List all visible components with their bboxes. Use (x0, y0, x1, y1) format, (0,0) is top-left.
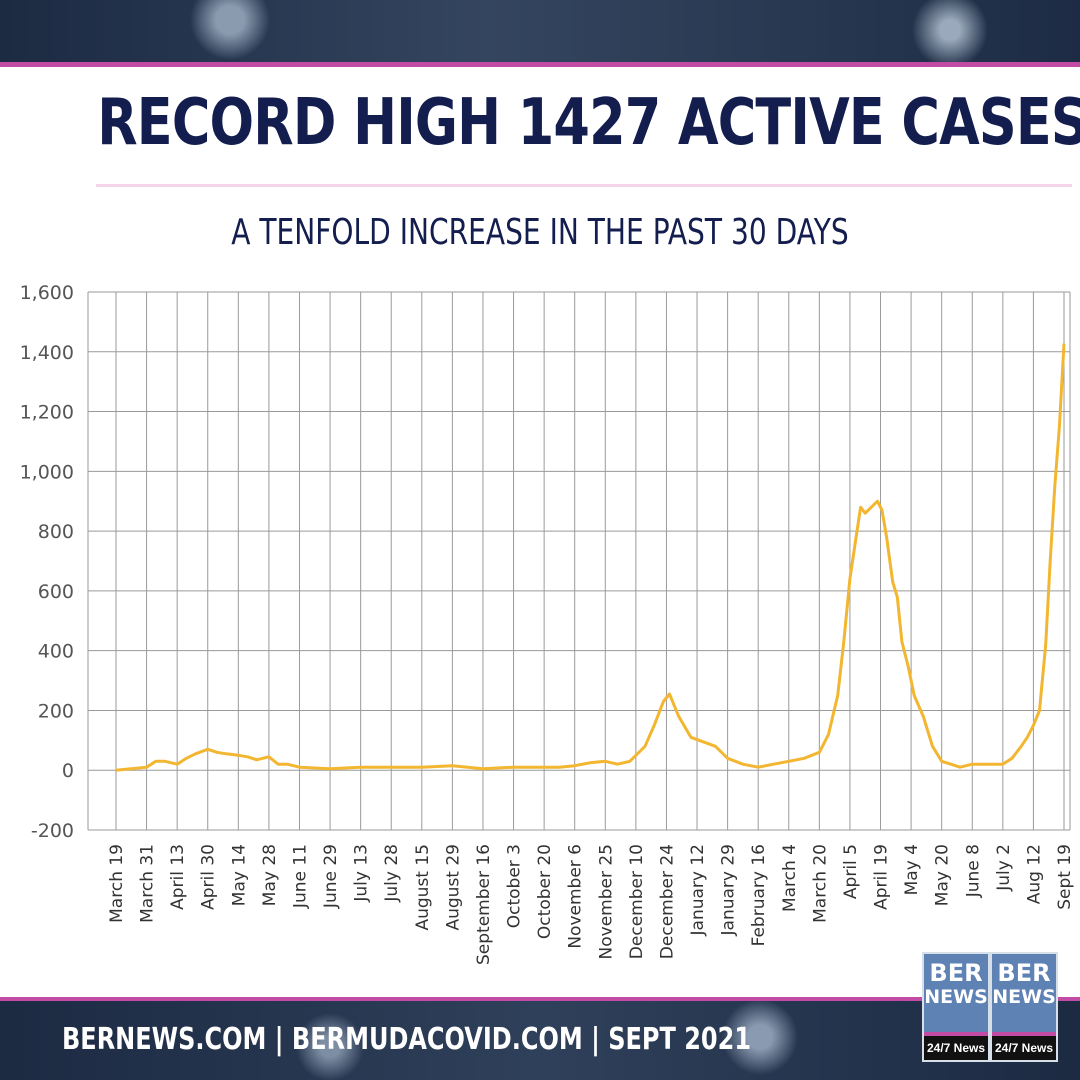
x-tick-label: Aug 12 (1024, 844, 1044, 904)
logo-tagline: 24/7 News (924, 1036, 988, 1060)
logo-band (992, 1032, 1056, 1036)
x-tick-label: June 29 (321, 844, 341, 909)
x-tick-label: April 13 (168, 844, 188, 910)
y-tick-label: 200 (38, 700, 74, 722)
x-tick-label: May 28 (260, 844, 280, 906)
logo-ber-text: BER (929, 959, 983, 987)
x-tick-label: March 19 (107, 844, 127, 923)
logo-news-text: NEWS (924, 986, 988, 1008)
x-tick-label: March 31 (138, 844, 158, 923)
x-tick-label: January 29 (719, 844, 739, 936)
y-tick-label: 800 (38, 521, 74, 543)
y-tick-label: 1,000 (20, 461, 74, 483)
x-tick-label: June 11 (290, 844, 310, 909)
logo-band (924, 1032, 988, 1036)
y-tick-label: 1,400 (20, 342, 74, 364)
y-tick-label: 1,600 (20, 282, 74, 304)
y-tick-label: -200 (31, 820, 74, 842)
y-tick-label: 400 (38, 641, 74, 663)
x-tick-label: October 20 (535, 844, 555, 939)
x-tick-label: May 20 (933, 844, 953, 906)
header-banner (0, 0, 1080, 64)
x-tick-label: December 10 (627, 844, 647, 959)
x-tick-label: July 2 (994, 844, 1014, 892)
x-tick-label: July 13 (352, 844, 372, 903)
x-tick-label: January 12 (688, 844, 708, 936)
x-tick-label: March 20 (810, 844, 830, 923)
footer-credits: BERNEWS.COM | BERMUDACOVID.COM | SEPT 20… (62, 1022, 752, 1057)
y-tick-label: 600 (38, 581, 74, 603)
x-tick-label: November 6 (566, 844, 586, 949)
logo-ber-text: BER (997, 959, 1051, 987)
x-tick-label: October 3 (505, 844, 525, 928)
footer-banner (0, 997, 1080, 1080)
title-divider (96, 184, 1072, 187)
x-tick-label: Sept 19 (1055, 844, 1075, 910)
x-tick-label: July 28 (382, 844, 402, 903)
x-tick-label: June 8 (963, 844, 983, 898)
x-tick-label: May 4 (902, 844, 922, 895)
x-tick-label: September 16 (474, 844, 494, 965)
active-cases-line (115, 343, 1066, 772)
x-tick-label: April 30 (199, 844, 219, 910)
headline: RECORD HIGH 1427 ACTIVE CASES (97, 86, 1080, 160)
x-tick-label: May 14 (229, 844, 249, 906)
bernews-logo: BER NEWS 24/7 News (922, 952, 990, 1062)
x-tick-label: March 4 (780, 844, 800, 912)
x-tick-label: August 15 (413, 844, 433, 931)
y-tick-label: 0 (62, 760, 74, 782)
x-tick-label: December 24 (657, 844, 677, 959)
bernews-logo: BER NEWS 24/7 News (990, 952, 1058, 1062)
y-axis-labels: -200 0 200 400 600 800 1,000 1,200 1,400 1,600 (20, 282, 74, 842)
x-axis-labels: March 19 March 31 April 13 April 30 May 14 Ma… (107, 844, 1075, 965)
x-tick-label: April 19 (872, 844, 892, 910)
x-tick-label: February 16 (749, 844, 769, 946)
logo-tagline: 24/7 News (992, 1036, 1056, 1060)
active-cases-chart: -200 0 200 400 600 800 1,000 1,200 1,400 1,600 Ma… (20, 282, 1075, 965)
logo-news-text: NEWS (992, 986, 1056, 1008)
subheadline: A TENFOLD INCREASE IN THE PAST 30 DAYS (231, 212, 849, 253)
y-tick-label: 1,200 (20, 402, 74, 424)
footer-accent-line (0, 997, 1080, 1001)
x-tick-label: November 25 (596, 844, 616, 959)
header-accent-line (0, 62, 1080, 67)
x-tick-label: August 29 (443, 844, 463, 931)
chart-grid (87, 291, 1071, 831)
x-tick-label: April 5 (841, 844, 861, 899)
